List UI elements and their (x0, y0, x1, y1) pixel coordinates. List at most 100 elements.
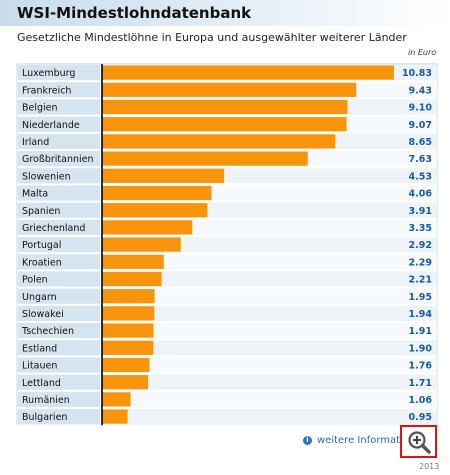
category-label-cell (18, 65, 100, 81)
value-label: 3.35 (409, 223, 432, 234)
bar (102, 134, 336, 149)
row-background (102, 254, 437, 270)
value-label: 1.90 (409, 343, 433, 354)
zoom-button[interactable] (400, 425, 437, 458)
value-label: 9.43 (409, 85, 432, 96)
category-label-cell (18, 409, 100, 425)
category-label-cell (18, 271, 100, 287)
zoom-in-icon (407, 430, 431, 454)
category-label-cell (18, 133, 100, 149)
category-label-cell (18, 374, 100, 390)
bar (102, 254, 164, 269)
category-label-cell (18, 99, 100, 115)
category-label-cell (18, 151, 100, 167)
category-label: Irland (22, 137, 49, 148)
bar (102, 185, 212, 201)
value-label: 9.10 (409, 103, 433, 114)
row-background (102, 323, 437, 339)
row-background (102, 357, 437, 373)
category-label: Frankreich (22, 85, 71, 96)
row-background (102, 237, 437, 253)
bar (102, 392, 131, 407)
bar (102, 82, 357, 97)
category-label-cell (18, 357, 100, 373)
row-background (102, 391, 437, 407)
value-label: 1.76 (409, 361, 433, 372)
category-label: Luxemburg (22, 68, 75, 79)
value-label: 10.83 (402, 68, 432, 79)
category-label: Niederlande (22, 120, 80, 131)
category-label: Spanien (22, 206, 60, 217)
bar (102, 220, 193, 235)
value-label: 2.21 (409, 275, 432, 286)
value-label: 2.29 (409, 257, 432, 268)
category-label: Slowakei (22, 309, 64, 320)
bar (102, 65, 394, 80)
bar (102, 357, 150, 373)
category-label-cell (18, 254, 100, 270)
bar (102, 168, 225, 183)
value-label: 2.92 (409, 240, 432, 251)
category-label: Großbritannien (22, 154, 94, 165)
info-link[interactable]: i weitere Informat (303, 433, 400, 447)
row-background (102, 409, 437, 425)
row-background (102, 271, 437, 287)
category-label: Litauen (22, 361, 57, 372)
bar (102, 306, 155, 321)
category-label: Griechenland (22, 223, 85, 234)
category-label-cell (18, 340, 100, 356)
category-label-cell (18, 237, 100, 253)
category-label-cell (18, 288, 100, 304)
row-background (102, 374, 437, 390)
bar (102, 289, 155, 304)
category-label-cell (18, 391, 100, 407)
value-label: 8.65 (409, 137, 432, 148)
category-label: Slowenien (22, 171, 71, 182)
info-link-label: weitere Informat (317, 434, 401, 446)
row-background (102, 340, 437, 356)
category-label-cell (18, 82, 100, 98)
value-label: 0.95 (409, 412, 432, 423)
bar (102, 340, 154, 355)
category-label: Portugal (22, 240, 61, 251)
bar (102, 99, 348, 115)
category-label-cell (18, 202, 100, 218)
bar (102, 323, 154, 338)
header-band (0, 0, 450, 26)
value-label: 1.91 (409, 326, 432, 337)
value-label: 4.06 (409, 189, 433, 200)
category-label-cell (18, 116, 100, 132)
category-label-cell (18, 219, 100, 235)
category-label: Ungarn (22, 292, 57, 303)
bar (102, 203, 208, 218)
unit-label: in Euro (408, 48, 437, 57)
category-label: Lettland (22, 378, 61, 389)
category-label: Tschechien (21, 326, 74, 337)
category-label: Malta (22, 189, 48, 200)
value-label: 1.94 (409, 309, 433, 320)
category-label: Polen (22, 275, 48, 286)
category-label: Bulgarien (22, 412, 67, 423)
category-label: Belgien (22, 103, 58, 114)
page-title: WSI-Mindestlohndatenbank (17, 4, 252, 22)
category-label-cell (18, 168, 100, 184)
value-label: 1.71 (409, 378, 432, 389)
bar (102, 151, 308, 166)
value-label: 9.07 (409, 120, 432, 131)
year-label: 2013 (419, 462, 440, 471)
category-label-cell (18, 323, 100, 339)
value-label: 4.53 (409, 171, 432, 182)
chart-subtitle: Gesetzliche Mindestlöhne in Europa und a… (17, 31, 407, 44)
category-label-cell (18, 305, 100, 321)
value-label: 3.91 (409, 206, 432, 217)
value-label: 1.95 (409, 292, 432, 303)
category-label-cell (18, 185, 100, 201)
category-label: Kroatien (22, 257, 62, 268)
info-icon: i (303, 435, 312, 445)
row-background (102, 305, 437, 321)
row-background (102, 288, 437, 304)
bar (102, 237, 181, 252)
bar (102, 271, 162, 287)
bar (102, 409, 128, 424)
